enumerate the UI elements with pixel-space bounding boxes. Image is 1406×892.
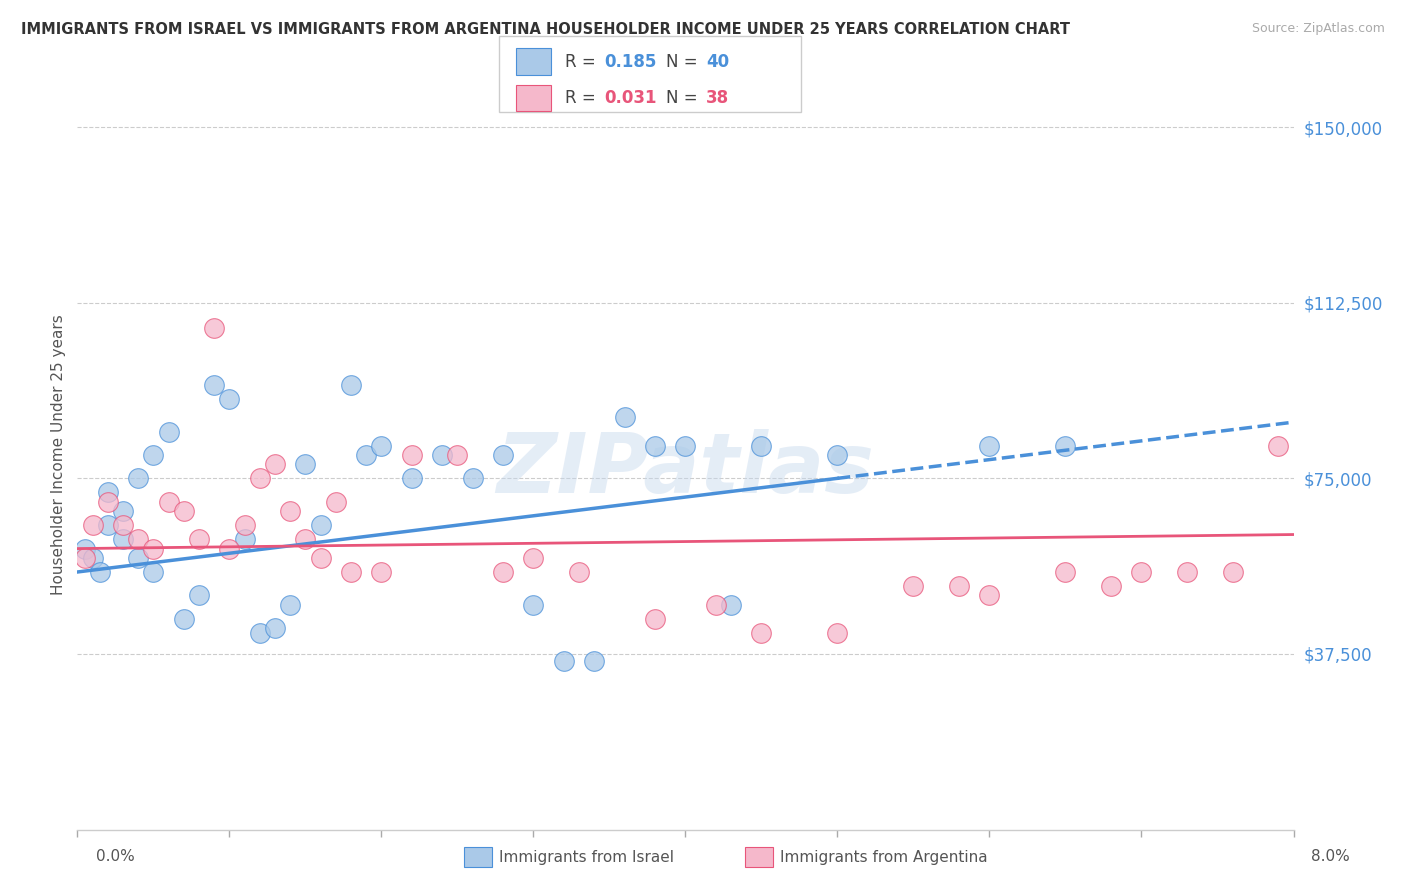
Point bbox=[644, 612, 666, 626]
Point bbox=[720, 598, 742, 612]
Point bbox=[370, 439, 392, 453]
Point bbox=[903, 579, 925, 593]
Point bbox=[340, 377, 363, 392]
Text: N =: N = bbox=[666, 53, 703, 70]
Point bbox=[127, 532, 149, 546]
Point bbox=[309, 518, 332, 533]
Point bbox=[82, 518, 104, 533]
Point bbox=[249, 626, 271, 640]
Point bbox=[568, 565, 591, 579]
Point bbox=[278, 504, 301, 518]
Point bbox=[553, 654, 575, 668]
Point bbox=[97, 485, 120, 500]
Text: IMMIGRANTS FROM ISRAEL VS IMMIGRANTS FROM ARGENTINA HOUSEHOLDER INCOME UNDER 25 : IMMIGRANTS FROM ISRAEL VS IMMIGRANTS FRO… bbox=[21, 22, 1070, 37]
Point bbox=[294, 532, 316, 546]
Point bbox=[827, 448, 849, 462]
Point bbox=[294, 457, 316, 471]
Text: R =: R = bbox=[565, 53, 602, 70]
Point bbox=[142, 565, 165, 579]
Point bbox=[264, 621, 287, 635]
Text: ZIPatlas: ZIPatlas bbox=[496, 429, 875, 510]
Point bbox=[73, 541, 96, 556]
Point bbox=[218, 541, 240, 556]
Point bbox=[157, 425, 180, 439]
Point bbox=[979, 589, 1001, 603]
Point bbox=[613, 410, 636, 425]
Point bbox=[522, 551, 544, 566]
Point bbox=[354, 448, 377, 462]
Point bbox=[218, 392, 240, 406]
Point bbox=[461, 471, 484, 485]
Point bbox=[1222, 565, 1244, 579]
Point bbox=[202, 321, 225, 335]
Point bbox=[401, 448, 423, 462]
Point bbox=[340, 565, 363, 579]
Point bbox=[97, 518, 120, 533]
Point bbox=[188, 532, 211, 546]
Point bbox=[97, 494, 120, 508]
Point bbox=[751, 439, 773, 453]
Point bbox=[249, 471, 271, 485]
Point bbox=[583, 654, 606, 668]
Point bbox=[233, 532, 256, 546]
Point bbox=[173, 504, 195, 518]
Point bbox=[1054, 439, 1077, 453]
Text: R =: R = bbox=[565, 89, 602, 107]
Text: Immigrants from Argentina: Immigrants from Argentina bbox=[780, 850, 988, 864]
Point bbox=[202, 377, 225, 392]
Text: 0.031: 0.031 bbox=[605, 89, 657, 107]
Text: Source: ZipAtlas.com: Source: ZipAtlas.com bbox=[1251, 22, 1385, 36]
Text: 8.0%: 8.0% bbox=[1310, 849, 1350, 863]
Point bbox=[309, 551, 332, 566]
Point bbox=[278, 598, 301, 612]
Point bbox=[1175, 565, 1198, 579]
Point bbox=[492, 565, 515, 579]
Y-axis label: Householder Income Under 25 years: Householder Income Under 25 years bbox=[51, 315, 66, 595]
Point bbox=[644, 439, 666, 453]
Text: 40: 40 bbox=[706, 53, 728, 70]
Point bbox=[827, 626, 849, 640]
Point bbox=[430, 448, 453, 462]
Point bbox=[675, 439, 697, 453]
Point bbox=[1099, 579, 1122, 593]
Point bbox=[173, 612, 195, 626]
Point bbox=[73, 551, 96, 566]
Point bbox=[188, 589, 211, 603]
Point bbox=[1130, 565, 1153, 579]
Point bbox=[401, 471, 423, 485]
Point bbox=[111, 532, 134, 546]
Point bbox=[157, 494, 180, 508]
Point bbox=[370, 565, 392, 579]
Text: 38: 38 bbox=[706, 89, 728, 107]
Text: 0.0%: 0.0% bbox=[96, 849, 135, 863]
Point bbox=[704, 598, 727, 612]
Point bbox=[89, 565, 111, 579]
Text: N =: N = bbox=[666, 89, 703, 107]
Point bbox=[979, 439, 1001, 453]
Point bbox=[751, 626, 773, 640]
Point bbox=[111, 504, 134, 518]
Point bbox=[142, 541, 165, 556]
Text: Immigrants from Israel: Immigrants from Israel bbox=[499, 850, 673, 864]
Point bbox=[325, 494, 347, 508]
Point bbox=[82, 551, 104, 566]
Point bbox=[127, 471, 149, 485]
Point bbox=[1054, 565, 1077, 579]
Point bbox=[111, 518, 134, 533]
Point bbox=[233, 518, 256, 533]
Point bbox=[492, 448, 515, 462]
Point bbox=[264, 457, 287, 471]
Point bbox=[522, 598, 544, 612]
Point bbox=[446, 448, 468, 462]
Point bbox=[127, 551, 149, 566]
Point bbox=[1267, 439, 1289, 453]
Text: 0.185: 0.185 bbox=[605, 53, 657, 70]
Point bbox=[142, 448, 165, 462]
Point bbox=[948, 579, 970, 593]
